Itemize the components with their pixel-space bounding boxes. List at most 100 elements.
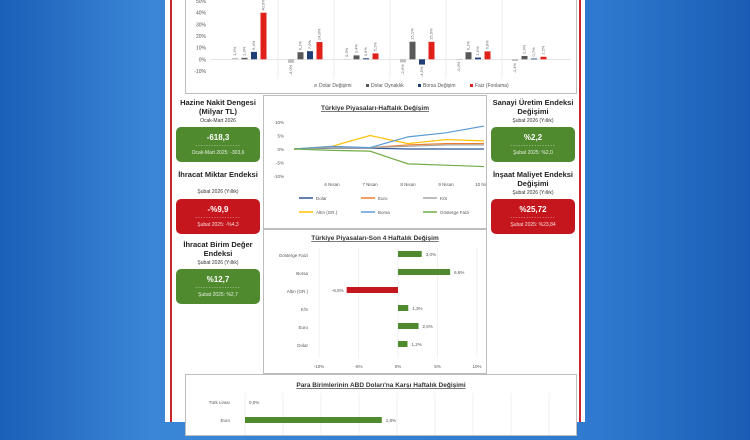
legend-label: Altın (GR.) bbox=[316, 210, 338, 215]
chart-title: Türkiye Piyasaları-Son 4 Haftalık Değişi… bbox=[311, 235, 439, 242]
kpi-title: Hazine Nakit Dengesi (Milyar TL) bbox=[180, 98, 256, 116]
y-tick-label: -10% bbox=[194, 69, 206, 75]
kpi-divider: ----------------- bbox=[195, 285, 241, 291]
bar-dolar-oynakl-k bbox=[353, 55, 360, 60]
kpi-divider: ----------------- bbox=[510, 215, 556, 221]
kpi-period: Şubat 2026 (Yıllık) bbox=[197, 260, 239, 266]
data-label: 15,1% bbox=[410, 28, 415, 40]
data-label: 5,1% bbox=[373, 42, 378, 52]
x-tick-label: 9 Nisan bbox=[438, 182, 454, 187]
chart-title: Para Birimlerinin ABD Doları'na Karşı Ha… bbox=[296, 382, 465, 389]
data-label: -2,6% bbox=[400, 64, 405, 75]
kpi-previous: Ocak-Mart 2025: -303,6 bbox=[191, 150, 245, 156]
kpi-title: İhracat Birim Değer Endeksi bbox=[183, 240, 253, 258]
bar-borsa-de-i-im bbox=[531, 58, 537, 60]
kpi-card: %12,7 ----------------- Şubat 2025: %2,7 bbox=[176, 269, 260, 304]
kpi-title: İhracat Miktar Endeksi bbox=[178, 170, 258, 179]
bar-borsa-de-i-im bbox=[419, 59, 425, 65]
category-label: Dolar bbox=[297, 343, 308, 348]
legend-swatch bbox=[470, 84, 473, 87]
x-tick-label: -5% bbox=[354, 364, 362, 369]
bar-borsa-de-i-im bbox=[363, 58, 369, 60]
data-label: 6,6% bbox=[454, 270, 464, 275]
x-tick-label: 6 Nisan bbox=[324, 182, 340, 187]
bar-faiz-fonlama- bbox=[372, 53, 379, 60]
legend-label: Euro bbox=[378, 196, 388, 201]
kpi-divider: ----------------- bbox=[195, 143, 241, 149]
data-label: 1,3% bbox=[412, 306, 422, 311]
weekly-line-chart: Türkiye Piyasaları-Haftalık Değişim 10% 5%… bbox=[263, 95, 493, 229]
series-line-g-sterge-faizi bbox=[293, 148, 485, 168]
data-label: 0,9% bbox=[363, 47, 368, 57]
kpi-previous: Şubat 2025: %2,0 bbox=[513, 150, 553, 156]
data-label: 7,0% bbox=[307, 40, 312, 50]
x-tick-label: -10% bbox=[314, 364, 325, 369]
y-tick-label: 30% bbox=[196, 22, 207, 28]
bar bbox=[398, 341, 408, 347]
kpi-title: İnşaat Maliyet Endeksi Değişimi bbox=[492, 170, 574, 188]
x-tick-label: 7 Nisan bbox=[362, 182, 378, 187]
legend-label: K/S bbox=[440, 196, 447, 201]
category-label: Altın (GR.) bbox=[287, 289, 309, 294]
data-label: 1,5% bbox=[475, 46, 480, 56]
kpi-previous: Şubat 2025: %23,84 bbox=[510, 222, 556, 228]
y-tick-label: 10% bbox=[275, 120, 284, 125]
data-label: -3,0% bbox=[288, 64, 293, 75]
legend-label: Dolar bbox=[316, 196, 327, 201]
data-label: 3,4% bbox=[354, 44, 359, 54]
y-tick-label: 50% bbox=[196, 0, 207, 5]
data-label: 1,2% bbox=[232, 46, 237, 56]
data-label: 1,2% bbox=[411, 342, 421, 347]
data-label: -6,5% bbox=[332, 288, 344, 293]
legend-label: Faiz (Fonlama) bbox=[475, 83, 509, 89]
page-border-right bbox=[579, 0, 581, 422]
data-label: -0,3% bbox=[456, 61, 461, 72]
data-label: 40,0% bbox=[261, 0, 266, 11]
bar-dolar-oynakl-k bbox=[409, 41, 416, 60]
bar-dolar-de-i-imi bbox=[344, 58, 350, 60]
bar bbox=[245, 417, 382, 423]
data-label: 1,8% bbox=[386, 418, 396, 423]
y-tick-label: 5% bbox=[277, 134, 284, 139]
data-label: -4,5% bbox=[419, 66, 424, 77]
legend-label: Gösterge Faizi bbox=[440, 210, 469, 215]
bar-dolar-de-i-imi bbox=[288, 59, 294, 63]
kpi-card: %25,72 ----------------- Şubat 2025: %23… bbox=[491, 199, 575, 234]
kpi-period: Ocak-Mart 2026 bbox=[200, 118, 236, 124]
x-tick-label: 10 Nisan bbox=[475, 182, 486, 187]
bar-dolar-de-i-imi bbox=[456, 59, 462, 60]
bar-borsa-de-i-im bbox=[307, 51, 313, 60]
category-label: K/S bbox=[301, 307, 308, 312]
x-tick-label: 0% bbox=[395, 364, 402, 369]
x-tick-label: 5% bbox=[434, 364, 441, 369]
bar-borsa-de-i-im bbox=[475, 57, 481, 60]
data-label: 6,4% bbox=[251, 40, 256, 50]
y-tick-label: 10% bbox=[196, 46, 207, 52]
kpi-card: -%9,9 ----------------- Şubat 2025: -%4,… bbox=[176, 199, 260, 234]
bar bbox=[398, 269, 451, 275]
bar-faiz-fonlama- bbox=[316, 42, 323, 60]
data-label: 2,6% bbox=[423, 324, 433, 329]
data-label: 2,2% bbox=[541, 45, 546, 55]
kpi-previous: Şubat 2025: %2,7 bbox=[198, 292, 238, 298]
data-label: 2,9% bbox=[522, 44, 527, 54]
category-label: Gösterge Faizi bbox=[279, 253, 308, 258]
report-page: 50% 40% 30% 20% 10% 0% -10% 1,2% -3,0% 0,3% -2,6% -… bbox=[165, 0, 585, 436]
kpi-period: Şubat 2026 (Yıllık) bbox=[512, 118, 554, 124]
bar-dolar-oynakl-k bbox=[297, 52, 304, 60]
legend-label: Dolar Oynaklık bbox=[371, 83, 404, 89]
kpi-title: Sanayi Üretim Endeksi Değişimi bbox=[492, 98, 574, 116]
y-tick-label: -5% bbox=[276, 161, 284, 166]
kpi-value: -618,3 bbox=[206, 133, 230, 142]
y-tick-label: -10% bbox=[273, 174, 284, 179]
bar-dolar-de-i-imi bbox=[232, 57, 238, 60]
bar-faiz-fonlama- bbox=[260, 12, 267, 60]
chart-title: Türkiye Piyasaları-Haftalık Değişim bbox=[321, 105, 429, 112]
kpi-card: %2,2 ----------------- Şubat 2025: %2,0 bbox=[491, 127, 575, 162]
category-label: Türk Lirası bbox=[209, 400, 230, 405]
legend-swatch bbox=[366, 84, 369, 87]
kpi-value: %25,72 bbox=[519, 205, 547, 214]
four-week-bar-chart: Türkiye Piyasaları-Son 4 Haftalık Değişi… bbox=[263, 229, 487, 374]
y-tick-label: 0% bbox=[277, 147, 284, 152]
bar bbox=[346, 287, 398, 293]
